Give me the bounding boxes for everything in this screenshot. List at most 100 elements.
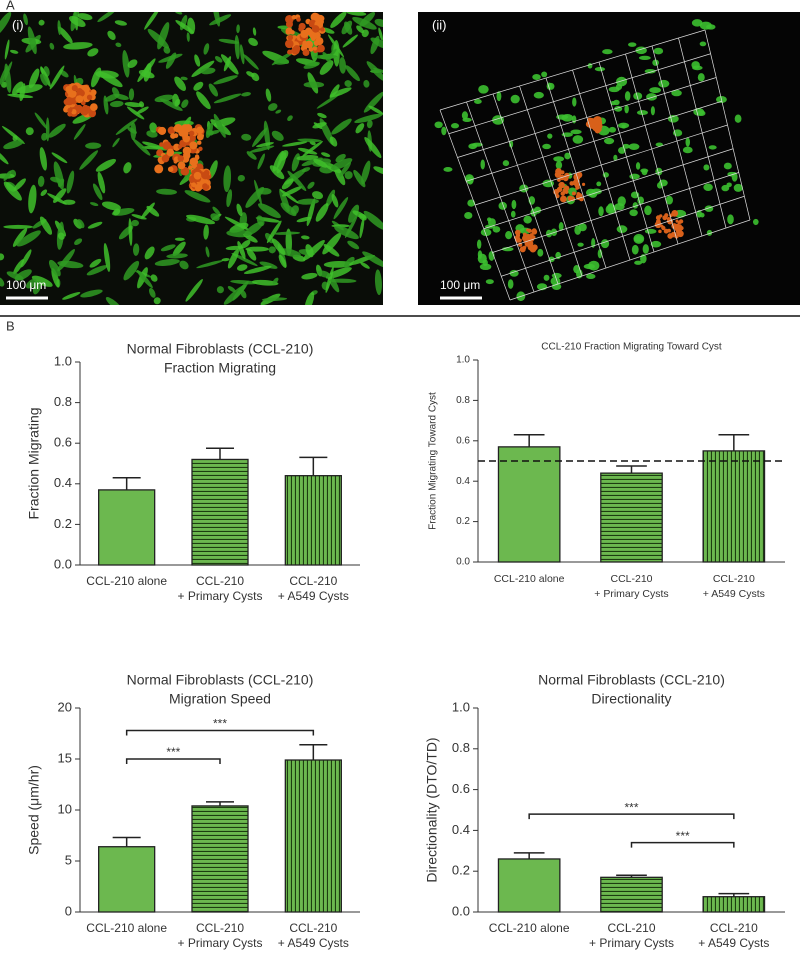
cell <box>356 25 365 34</box>
cell <box>48 259 61 277</box>
cyst-cell <box>154 164 164 174</box>
cell <box>137 58 156 83</box>
error-bar <box>299 743 328 761</box>
cyst-cell <box>167 166 174 172</box>
cyst-cell <box>575 171 583 179</box>
cell <box>597 249 603 259</box>
cell <box>174 98 181 107</box>
cell <box>272 150 284 172</box>
cells <box>0 12 383 305</box>
cell <box>303 81 325 88</box>
cell <box>51 152 68 164</box>
cyst-cell <box>197 140 202 145</box>
cell <box>0 276 5 287</box>
cyst-cell <box>519 246 526 253</box>
x-tick-label: CCL-210 <box>289 921 337 935</box>
cell <box>652 59 659 66</box>
cyst-cell <box>576 185 580 190</box>
cyst-cell <box>598 119 602 123</box>
cell <box>644 69 656 74</box>
cell <box>16 230 41 247</box>
cell <box>132 138 151 156</box>
cell <box>464 212 473 219</box>
cell <box>362 251 383 268</box>
cell <box>103 242 111 272</box>
cyst-cell <box>183 151 191 160</box>
cyst-cell <box>76 88 83 95</box>
cell <box>658 79 670 88</box>
cell <box>0 12 12 37</box>
cyst-cell <box>302 40 308 46</box>
cyst-cell <box>166 148 175 157</box>
cell <box>141 202 155 219</box>
cell <box>317 112 327 119</box>
cell <box>487 218 496 227</box>
cyst-cell <box>75 95 84 104</box>
cell <box>128 88 135 101</box>
cell <box>273 58 290 65</box>
cell <box>1 61 13 85</box>
cell <box>62 199 76 205</box>
chart-title: Normal Fibroblasts (CCL-210) <box>127 341 314 357</box>
cell <box>49 42 55 50</box>
cell <box>275 109 282 114</box>
significance-label: *** <box>624 800 638 814</box>
cell <box>23 13 28 26</box>
cyst-cell <box>287 34 294 41</box>
cell <box>115 118 138 135</box>
cyst-cell <box>290 30 295 35</box>
cell <box>734 114 742 123</box>
cell <box>466 176 474 185</box>
cell <box>477 250 483 259</box>
scale-bar-label: 100 μm <box>440 278 480 292</box>
cell <box>4 39 10 60</box>
cyst-cell <box>196 133 204 141</box>
cell <box>223 165 232 193</box>
y-tick-label: 0.6 <box>456 435 470 446</box>
cell <box>9 49 19 54</box>
cell <box>39 216 53 235</box>
cell <box>556 114 569 120</box>
cell <box>252 127 268 147</box>
cell <box>321 152 331 158</box>
cell <box>631 244 639 255</box>
cell <box>153 297 161 305</box>
cell <box>328 278 357 283</box>
significance-label: *** <box>213 717 227 731</box>
cyst-cell <box>316 47 322 53</box>
y-tick-label: 0 <box>65 903 72 918</box>
cyst-cell <box>656 219 661 225</box>
cell <box>95 158 117 172</box>
cell <box>378 27 383 41</box>
cell <box>333 197 349 220</box>
cyst-cell <box>71 85 78 92</box>
cell <box>574 225 582 235</box>
cell <box>305 244 314 258</box>
cyst-cell <box>581 182 586 186</box>
cell <box>699 41 707 47</box>
y-tick-label: 0.6 <box>54 435 72 450</box>
cell <box>48 123 66 138</box>
cyst-cell <box>287 49 293 55</box>
cell <box>273 231 301 235</box>
cell <box>507 279 514 289</box>
cell <box>653 47 664 55</box>
cyst-cell <box>182 135 191 143</box>
x-tick-label: CCL-210 <box>610 573 652 585</box>
cyst-cell <box>315 37 324 46</box>
cyst-cell <box>194 154 200 159</box>
x-tick-label: CCL-210 <box>607 921 655 935</box>
cell <box>57 260 84 269</box>
y-tick-label: 5 <box>65 852 72 867</box>
cell <box>3 140 24 150</box>
cell <box>1 125 25 145</box>
cell <box>27 26 37 55</box>
panel-label: A <box>6 0 15 12</box>
cell <box>179 260 189 270</box>
cell <box>348 204 360 223</box>
bar <box>98 489 156 566</box>
x-tick-label: + Primary Cysts <box>177 589 262 603</box>
x-tick-label: CCL-210 <box>196 574 244 588</box>
cell <box>163 46 171 54</box>
